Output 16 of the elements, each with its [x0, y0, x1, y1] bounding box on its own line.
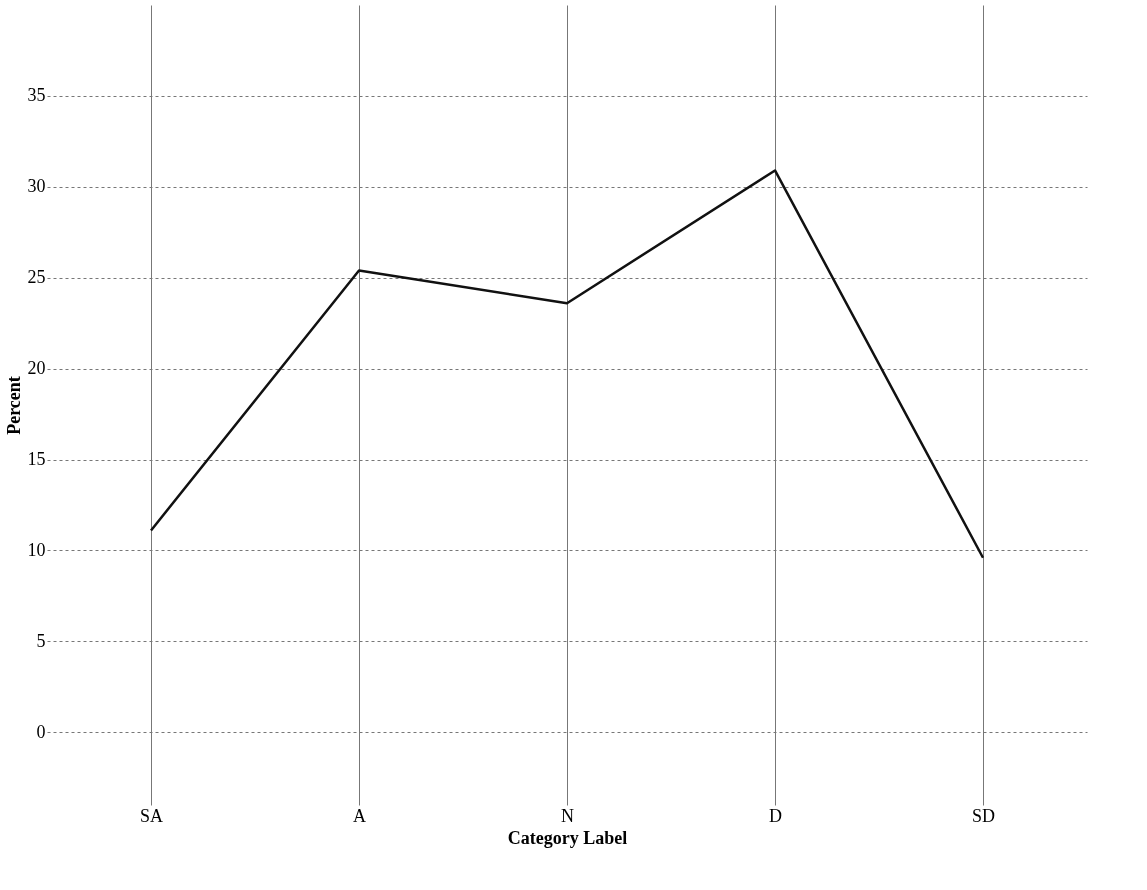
x-tick-label: D: [769, 805, 782, 826]
x-tick-label: SA: [139, 805, 164, 826]
y-tick-label: 30: [27, 176, 46, 197]
x-tick-label: N: [561, 805, 574, 826]
y-tick-label: 35: [27, 85, 46, 106]
y-axis-title: Percent: [3, 376, 24, 435]
y-tick-label: 0: [36, 721, 46, 742]
y-tick-label: 20: [27, 358, 46, 379]
line-series: [149, 169, 985, 559]
x-tick-label: A: [353, 805, 366, 826]
y-tick-label: 25: [27, 267, 46, 288]
y-tick-label: 10: [27, 539, 46, 560]
y-tick-label: 15: [27, 449, 46, 470]
x-axis-title: Category Label: [507, 827, 628, 848]
y-tick-label: 5: [36, 630, 46, 651]
x-tick-label: SD: [971, 805, 996, 826]
